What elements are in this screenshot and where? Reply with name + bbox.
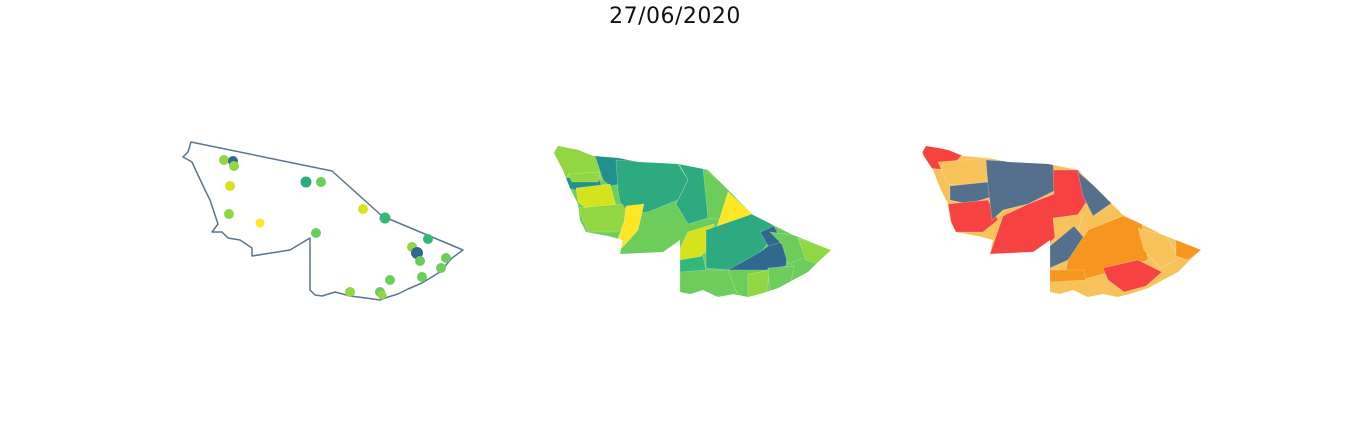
region [615, 159, 689, 215]
municipality-point [385, 275, 395, 285]
continuous-choropleth-svg [554, 146, 831, 297]
region [567, 171, 601, 183]
municipality-point [358, 204, 368, 214]
region [1137, 227, 1181, 269]
municipality-point [229, 161, 239, 171]
region [577, 203, 631, 233]
municipality-point [316, 177, 326, 187]
municipality-point [219, 155, 229, 165]
region [679, 255, 707, 273]
municipality-point [224, 209, 234, 219]
region [617, 203, 645, 249]
region [1049, 269, 1087, 283]
municipality-point [255, 218, 265, 228]
municipality-points [219, 155, 451, 300]
municipality-point [300, 176, 312, 188]
region [767, 265, 795, 293]
municipality-point [345, 287, 355, 297]
municipality-point [417, 272, 427, 282]
points-map-svg [182, 141, 464, 301]
page-title: 27/06/2020 [609, 4, 741, 29]
continuous-choropleth-map [538, 120, 868, 320]
region [949, 181, 995, 205]
municipality-point [423, 234, 433, 244]
points-map [170, 120, 500, 320]
region [985, 159, 1057, 221]
municipality-point [415, 256, 425, 266]
municipality-point [311, 228, 321, 238]
region [679, 269, 739, 297]
municipality-point [379, 212, 391, 224]
region [1175, 237, 1201, 261]
region [747, 269, 771, 297]
region [1102, 259, 1163, 293]
risk-class-choropleth-svg [922, 146, 1201, 297]
municipality-point [377, 290, 387, 300]
state-outline [182, 141, 464, 301]
municipality-point [436, 263, 446, 273]
municipality-point [441, 253, 451, 263]
risk-class-choropleth-map [908, 120, 1238, 320]
municipality-point [225, 181, 235, 191]
